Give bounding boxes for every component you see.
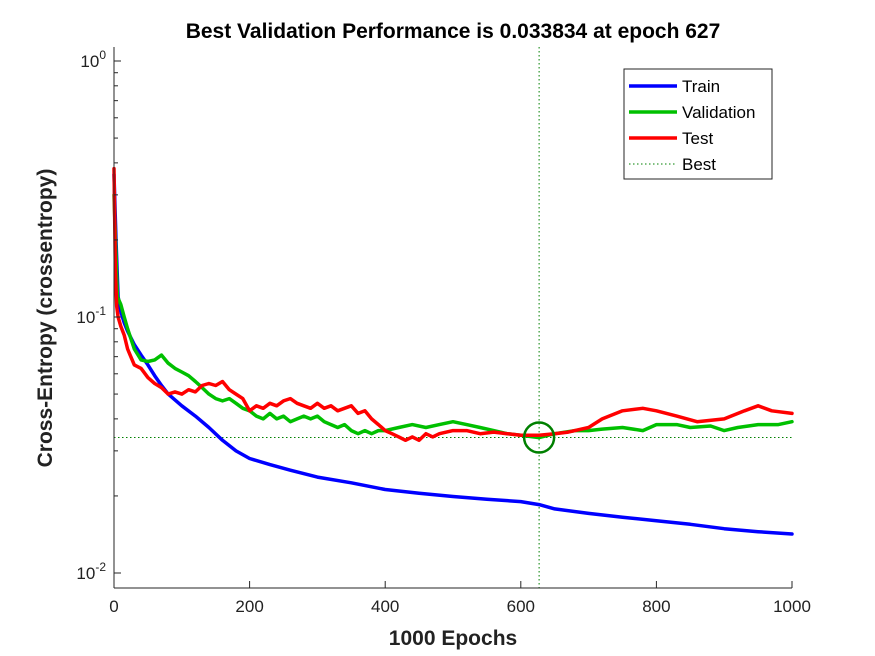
x-tick-label: 1000 [773, 597, 811, 616]
x-tick-label: 0 [109, 597, 118, 616]
series-lines [112, 166, 794, 536]
legend-test-label: Test [682, 129, 713, 148]
chart-title: Best Validation Performance is 0.033834 … [186, 20, 721, 43]
y-tick-label: 10-1 [76, 304, 106, 327]
legend: Train Validation Test Best [623, 68, 773, 180]
x-tick-label: 400 [371, 597, 399, 616]
y-axis-label: Cross-Entropy (crossentropy) [34, 169, 57, 468]
best-markers [114, 47, 792, 588]
tick-labels: 0 200 400 600 800 1000 100 10-1 10-2 [76, 48, 811, 616]
legend-train-label: Train [682, 77, 720, 96]
x-axis-label: 1000 Epochs [389, 627, 517, 650]
series-validation-line [112, 193, 794, 440]
series-test-line [112, 166, 794, 443]
legend-items: Train Validation Test Best [629, 77, 755, 174]
best-circle-marker [522, 421, 556, 454]
tick-marks [113, 60, 793, 588]
x-tick-label: 600 [507, 597, 535, 616]
x-tick-label: 200 [235, 597, 263, 616]
y-tick-label: 100 [80, 48, 106, 71]
legend-validation-label: Validation [682, 103, 755, 122]
x-tick-label: 800 [642, 597, 670, 616]
legend-best-label: Best [682, 155, 716, 174]
y-tick-label: 10-2 [76, 560, 106, 583]
